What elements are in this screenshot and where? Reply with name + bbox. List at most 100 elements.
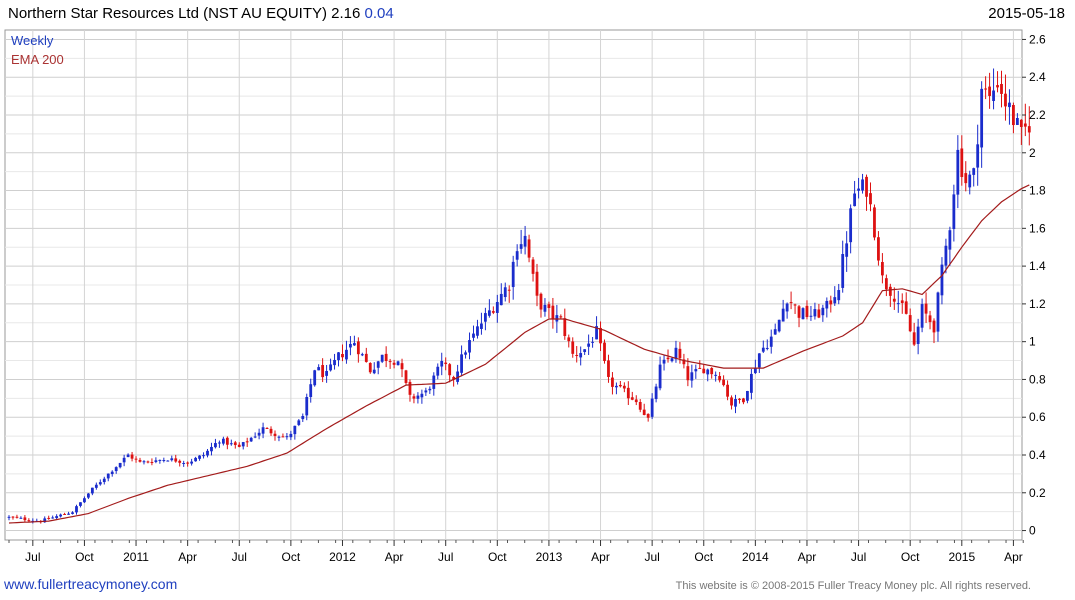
candle [484,307,487,331]
x-tick-label: Oct [75,550,94,564]
candle-body [535,271,539,296]
candle [122,454,126,467]
candle-body [341,353,344,358]
x-tick-label: Jul [438,550,453,564]
candle [563,308,567,340]
candle-body [742,398,745,403]
candle [789,291,793,310]
candle [110,470,114,477]
candle-body [102,478,106,483]
candle-body [23,517,27,521]
candle-body [202,455,205,457]
candle-body [1008,102,1011,108]
candle [468,332,471,360]
candle [245,437,249,447]
candle-body [400,363,404,370]
candle-body [7,516,11,518]
y-tick-label: 1 [1029,335,1036,349]
candle [845,231,849,272]
candle-body [916,326,920,344]
candle [281,433,285,438]
candle [106,473,110,482]
candle-body [368,362,372,373]
candle [444,357,448,371]
website-link[interactable]: www.fullertreacymoney.com [4,576,178,592]
candle-body [90,487,94,494]
candle-body [416,395,420,399]
candle-body [305,397,309,416]
y-axis-ticks: 0 0.2 0.4 0.6 0.8 1 1.2 1.4 1.6 1.8 2 2.2 2.4 2.6 [1022,32,1046,538]
candle [210,442,213,456]
candle [924,292,928,323]
y-tick-label: 0 [1029,524,1036,538]
candle-body [515,251,519,260]
candle [861,173,864,194]
candle-body [106,473,110,479]
candle-body [1019,119,1023,127]
candle [233,440,237,449]
candle-body [337,352,340,361]
candle [630,391,634,401]
candle [408,379,412,402]
candle [321,358,325,383]
candle-body [94,484,98,488]
candle [392,359,396,369]
candle [47,515,51,520]
candle [19,516,23,519]
candle-body [15,516,19,518]
candle-body [753,367,757,374]
candle-body [896,303,900,305]
candle [996,71,999,93]
candle [932,318,936,344]
candle-body [698,367,702,369]
candle-body [460,354,463,373]
candle-body [738,398,741,400]
candle-body [841,254,845,288]
candle [51,515,55,519]
candle-body [507,289,511,291]
candle [186,461,190,467]
candle-body [480,323,483,329]
candle [491,306,495,315]
candle-body [595,326,598,340]
candle [587,334,591,355]
copyright-text: This website is © 2008-2015 Fuller Treac… [675,580,1031,592]
candle [372,362,376,375]
candle [90,487,94,496]
candle-body [1023,123,1027,127]
x-tick-label: Apr [178,550,197,564]
candle [249,436,253,442]
candle [464,350,467,359]
candle-body [638,402,642,410]
candle [499,283,503,306]
candle [757,353,761,373]
candle-body [1015,118,1019,125]
candle-body [309,384,313,397]
candle-body [928,315,932,323]
candle [309,378,313,403]
candle-body [456,371,460,382]
candle-body [765,347,769,349]
candle-body [360,354,364,356]
candle-body [587,343,591,347]
candle [456,364,460,385]
candle-body [690,372,694,381]
candle [360,352,364,357]
candle-body [956,149,960,195]
candle [150,458,154,466]
x-tick-label: Oct [694,550,713,564]
candle-body [706,369,710,375]
candle [162,457,166,463]
candle-body [809,315,813,317]
candle [265,427,269,429]
candle-body [904,301,908,314]
candle-body [642,409,646,415]
candle [146,460,150,464]
candle-body [805,305,809,318]
candle-body [646,413,650,418]
candle [420,389,424,404]
candle-body [666,357,670,360]
candle-body [261,427,265,434]
candle-body [87,493,90,498]
